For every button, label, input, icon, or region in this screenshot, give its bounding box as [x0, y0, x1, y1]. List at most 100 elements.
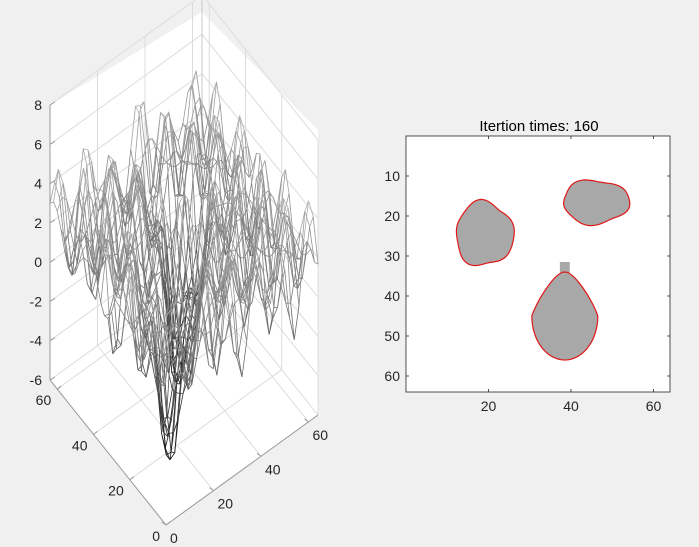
surface-line — [271, 207, 278, 232]
surface-line — [155, 150, 160, 174]
surface-line — [230, 237, 236, 251]
y-tick-mark — [165, 521, 171, 526]
surface-line — [115, 276, 121, 297]
surface-line — [165, 254, 171, 316]
surface-line — [91, 199, 96, 228]
surface-line — [201, 162, 207, 170]
surface-line — [266, 293, 271, 304]
surface-line — [247, 282, 252, 288]
surface-line — [299, 231, 305, 241]
surface-line — [204, 192, 209, 195]
surface-line — [167, 419, 172, 437]
surface-line — [120, 317, 126, 346]
surface-line — [122, 231, 128, 244]
surface-line — [68, 246, 75, 268]
surface-line — [207, 168, 213, 194]
surface-line — [263, 244, 269, 253]
x-tick-mark — [304, 418, 309, 423]
surface-line — [198, 137, 204, 142]
surface-line — [85, 236, 91, 261]
y-tick-label: 20 — [384, 208, 400, 224]
surface-line — [278, 243, 283, 273]
x-tick-mark — [161, 521, 167, 526]
surface-line — [240, 302, 246, 304]
surface-line — [206, 250, 213, 274]
surface-line — [196, 204, 202, 250]
surface-line — [189, 322, 195, 341]
surface-line — [151, 296, 156, 304]
surface-line — [219, 191, 225, 228]
surface-line — [217, 152, 223, 215]
surface-line — [130, 106, 136, 150]
surface-line — [239, 298, 244, 325]
surface-line — [216, 214, 223, 224]
surface-line — [166, 355, 171, 416]
x-tick-label: 40 — [563, 398, 579, 414]
surface-line — [116, 169, 121, 204]
surface-line — [241, 230, 246, 280]
surface-line — [188, 345, 194, 358]
surface-line — [107, 311, 112, 319]
surface-line — [233, 194, 239, 199]
surface-line — [197, 137, 202, 168]
surface-line — [217, 205, 223, 233]
surface-line — [186, 320, 192, 354]
surface-line — [260, 297, 265, 308]
surface-line — [120, 206, 126, 227]
surface-line — [124, 317, 130, 325]
surface-line — [273, 279, 278, 282]
surface-line — [169, 152, 175, 159]
surface-line — [197, 152, 203, 156]
surface-line — [243, 130, 250, 178]
surface-line — [78, 198, 83, 213]
surface-line — [94, 233, 99, 267]
surface-line — [232, 170, 238, 174]
surface-line — [208, 93, 214, 128]
surface-line — [214, 115, 220, 123]
surface-line — [132, 335, 138, 354]
surface-line — [152, 218, 159, 268]
surface-line — [240, 130, 245, 144]
z-tick-mark — [49, 376, 56, 381]
surface-line — [282, 198, 288, 241]
axis-line — [165, 414, 319, 526]
surface-line — [192, 85, 198, 118]
surface-line — [138, 277, 143, 312]
surface-line — [217, 133, 222, 161]
surface-line — [265, 303, 270, 335]
surface-line — [57, 169, 64, 184]
surface-line — [186, 163, 192, 166]
surface-line — [81, 212, 87, 237]
surface-line — [89, 260, 94, 274]
surface-line — [157, 218, 162, 273]
surface-line — [211, 250, 216, 301]
surface-line — [219, 191, 224, 205]
surface-line — [174, 370, 181, 385]
surface-line — [163, 230, 169, 300]
surface-line — [117, 338, 122, 346]
surface-line — [174, 193, 179, 197]
surface-line — [255, 207, 260, 215]
z-tick-mark — [49, 101, 56, 106]
surface-line — [243, 146, 249, 149]
surface-line — [115, 307, 121, 350]
surface-line — [121, 202, 126, 232]
surface-line — [77, 229, 82, 242]
axis-lines-3d — [49, 105, 319, 526]
surface-line — [224, 232, 229, 251]
surface-line — [172, 344, 177, 350]
surface-line — [211, 161, 218, 169]
surface-line — [271, 230, 276, 235]
surface-line — [96, 189, 101, 191]
surface-line — [161, 156, 167, 163]
surface-line — [104, 168, 110, 194]
surface-line — [289, 317, 295, 340]
floor-gridline — [97, 345, 214, 491]
surface-line — [171, 451, 175, 454]
surface-line — [130, 289, 135, 331]
surface-line — [103, 195, 108, 213]
surface-line — [272, 276, 277, 319]
surface-line — [218, 122, 224, 144]
surface-line — [171, 301, 176, 315]
surface-line — [185, 380, 191, 386]
